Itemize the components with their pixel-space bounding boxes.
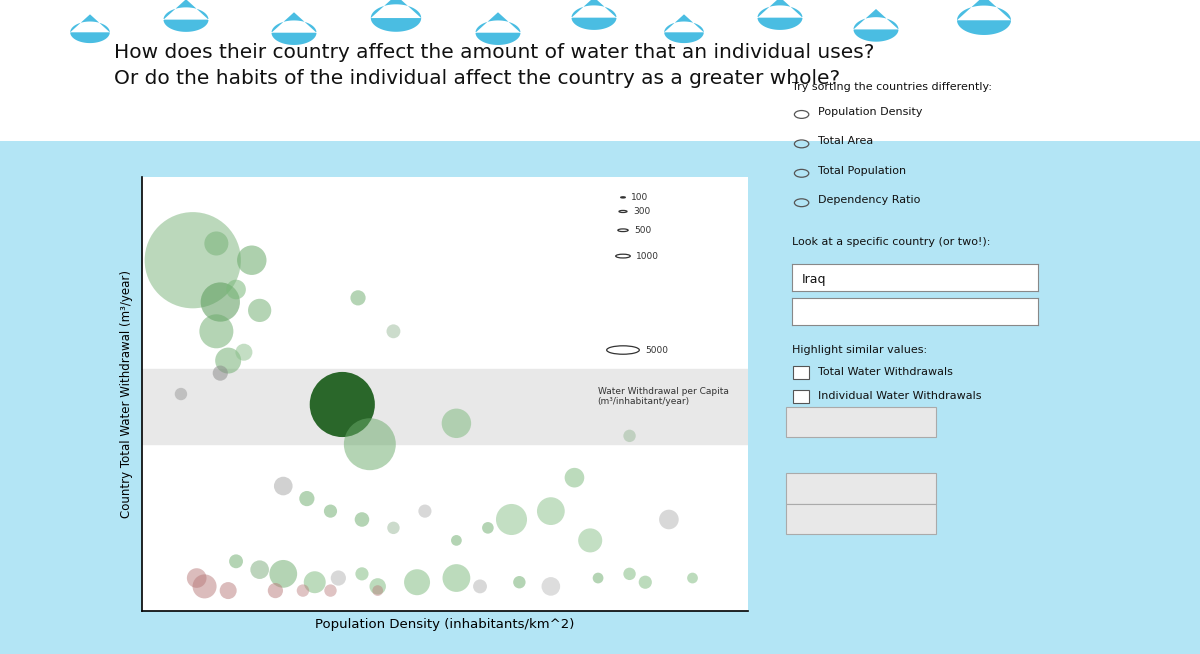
Point bbox=[320, 506, 340, 517]
Bar bbox=[142, 369, 748, 444]
Point bbox=[683, 573, 702, 583]
Text: Zoom Out: Zoom Out bbox=[833, 514, 889, 525]
Point bbox=[172, 388, 191, 399]
Point bbox=[510, 577, 529, 587]
Point bbox=[384, 326, 403, 337]
Point bbox=[234, 347, 253, 358]
Text: Look at a specific country (or two!):: Look at a specific country (or two!): bbox=[792, 237, 990, 247]
Point bbox=[206, 326, 226, 337]
Point bbox=[368, 585, 388, 596]
Point bbox=[659, 514, 678, 525]
Text: Sort + Highlight: Sort + Highlight bbox=[816, 417, 906, 427]
Point bbox=[250, 564, 269, 575]
Point bbox=[541, 506, 560, 517]
Point bbox=[353, 568, 372, 579]
Text: Water Withdrawal per Capita
(m³/inhabitant/year): Water Withdrawal per Capita (m³/inhabita… bbox=[598, 387, 728, 406]
Point bbox=[227, 556, 246, 566]
Text: Zoom In: Zoom In bbox=[838, 483, 884, 494]
X-axis label: Population Density (inhabitants/km^2): Population Density (inhabitants/km^2) bbox=[314, 619, 575, 631]
Point bbox=[206, 238, 226, 249]
Point bbox=[218, 585, 238, 596]
Text: 5000: 5000 bbox=[646, 345, 668, 354]
Text: 1000: 1000 bbox=[636, 252, 660, 260]
Point bbox=[187, 573, 206, 583]
Point bbox=[565, 472, 584, 483]
Y-axis label: Country Total Water Withdrawal (m³/year): Country Total Water Withdrawal (m³/year) bbox=[120, 270, 133, 518]
Point bbox=[446, 535, 466, 545]
Point bbox=[184, 255, 203, 266]
Point bbox=[305, 577, 324, 587]
Point bbox=[446, 573, 466, 583]
Point bbox=[274, 481, 293, 491]
Point bbox=[227, 284, 246, 295]
Point bbox=[218, 355, 238, 366]
Point bbox=[479, 523, 498, 533]
Point bbox=[353, 514, 372, 525]
Point bbox=[636, 577, 655, 587]
Point bbox=[581, 535, 600, 545]
Text: Try sorting the countries differently:: Try sorting the countries differently: bbox=[792, 82, 992, 92]
Point bbox=[470, 581, 490, 592]
Point bbox=[298, 493, 317, 504]
Point bbox=[274, 568, 293, 579]
Ellipse shape bbox=[607, 346, 640, 354]
Point bbox=[293, 585, 312, 596]
Text: Total Water Withdrawals: Total Water Withdrawals bbox=[818, 367, 953, 377]
Point bbox=[329, 573, 348, 583]
Point bbox=[242, 255, 262, 266]
Point bbox=[384, 523, 403, 533]
Point bbox=[446, 418, 466, 428]
Point bbox=[194, 581, 214, 592]
Text: Highlight similar values:: Highlight similar values: bbox=[792, 345, 928, 355]
Point bbox=[211, 297, 230, 307]
Point bbox=[348, 292, 367, 303]
Text: 500: 500 bbox=[635, 226, 652, 235]
Point bbox=[408, 577, 427, 587]
Text: Population Density: Population Density bbox=[818, 107, 923, 117]
Point bbox=[620, 430, 640, 441]
Point bbox=[415, 506, 434, 517]
Point bbox=[332, 399, 352, 409]
Text: How does their country affect the amount of water that an individual uses?: How does their country affect the amount… bbox=[114, 43, 875, 61]
Point bbox=[541, 581, 560, 592]
Point bbox=[250, 305, 269, 316]
Point bbox=[588, 573, 607, 583]
Text: Total Population: Total Population bbox=[818, 165, 906, 176]
Point bbox=[368, 581, 388, 592]
Point bbox=[211, 368, 230, 379]
Text: 100: 100 bbox=[631, 193, 649, 202]
Text: Dependency Ratio: Dependency Ratio bbox=[818, 195, 920, 205]
Text: Individual Water Withdrawals: Individual Water Withdrawals bbox=[818, 391, 982, 402]
Point bbox=[265, 585, 284, 596]
Text: Iraq: Iraq bbox=[802, 273, 827, 286]
Text: 300: 300 bbox=[634, 207, 650, 216]
Text: Or do the habits of the individual affect the country as a greater whole?: Or do the habits of the individual affec… bbox=[114, 69, 840, 88]
Point bbox=[620, 568, 640, 579]
Point bbox=[360, 439, 379, 449]
Point bbox=[502, 514, 521, 525]
Text: Total Area: Total Area bbox=[818, 136, 874, 146]
Point bbox=[320, 585, 340, 596]
